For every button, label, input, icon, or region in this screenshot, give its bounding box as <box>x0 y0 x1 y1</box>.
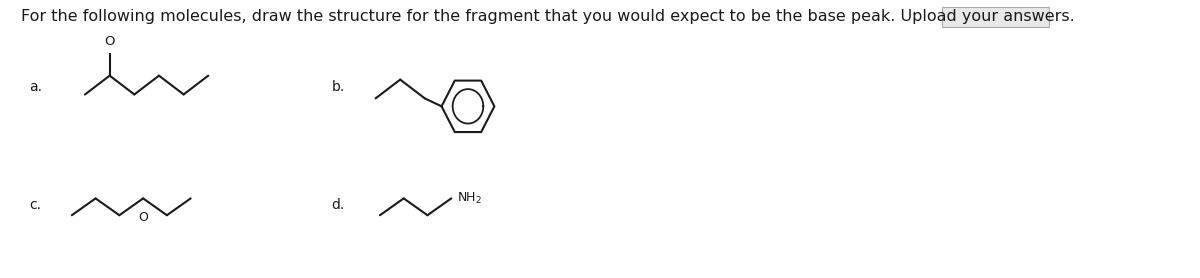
Text: c.: c. <box>30 198 42 212</box>
Text: For the following molecules, draw the structure for the fragment that you would : For the following molecules, draw the st… <box>20 9 1074 24</box>
Text: d.: d. <box>331 198 344 212</box>
Text: O: O <box>138 211 148 224</box>
FancyBboxPatch shape <box>942 7 1049 27</box>
Text: O: O <box>104 35 115 48</box>
Text: b.: b. <box>331 80 344 93</box>
Text: NH$_2$: NH$_2$ <box>456 191 481 206</box>
Text: a.: a. <box>30 80 42 93</box>
